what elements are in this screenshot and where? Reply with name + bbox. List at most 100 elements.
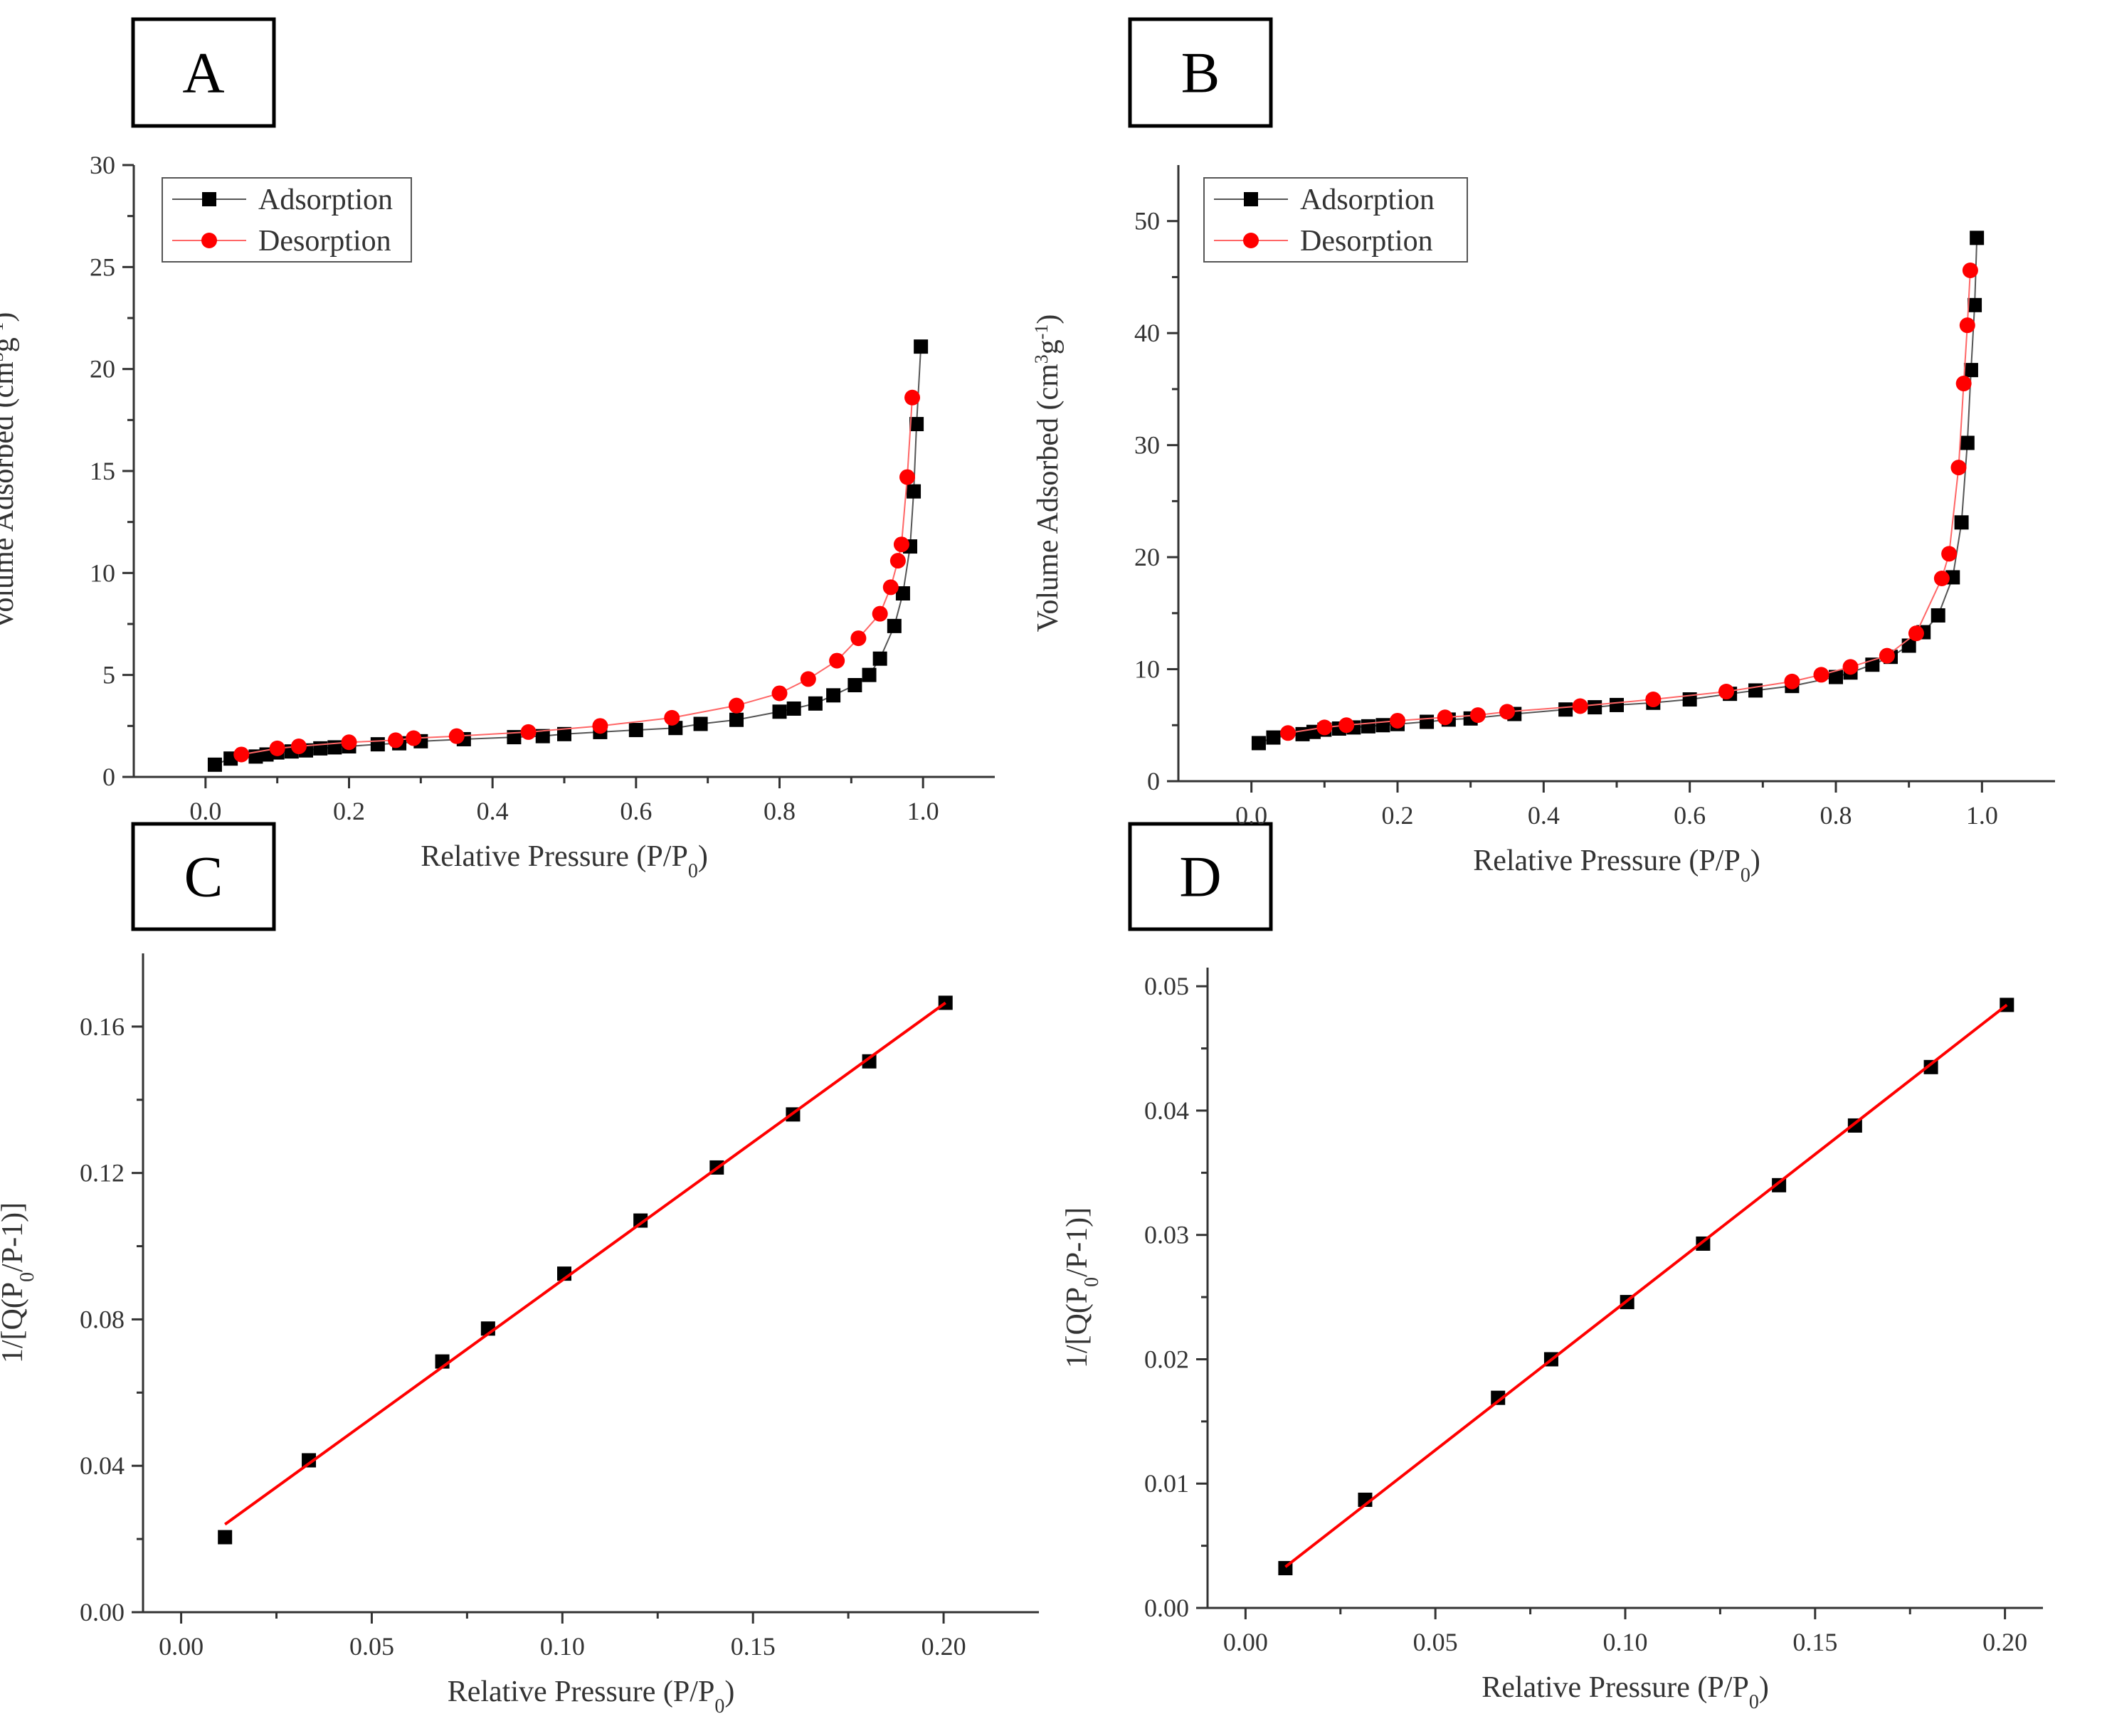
series-desorption [233,389,921,763]
legend-label: Adsorption [1300,184,1435,216]
data-point [1718,684,1734,700]
x-tick-label: 0.15 [1792,1628,1837,1656]
data-point [1420,714,1435,729]
data-point [664,709,680,726]
data-point [1784,673,1800,689]
y-tick-label: 0.01 [1144,1469,1189,1498]
data-point [862,667,877,682]
legend-label: Adsorption [258,184,393,216]
data-point [1491,1390,1506,1405]
legend-marker [201,233,217,248]
x-tick-label: 0.05 [349,1632,394,1661]
data-point [1375,718,1390,733]
y-axis-title: Volume Adsorbed (cm3g-1) [1031,314,1065,633]
data-point [693,716,708,731]
y-tick-label: 10 [1134,655,1160,684]
data-point [1266,730,1281,745]
data-point [1338,717,1355,734]
x-tick-label: 0.4 [477,797,509,825]
fit-line [1284,1003,2008,1568]
x-tick-label: 0.00 [1223,1628,1268,1656]
y-axis-title: 1/[Q(P0/P-1)] [1061,1207,1103,1368]
legend-marker [1244,192,1258,206]
data-point [1572,698,1588,714]
data-point [341,734,357,751]
series-adsorption [207,339,929,772]
data-point [826,688,841,703]
data-point [406,730,422,746]
y-tick-label: 0.05 [1144,972,1189,1000]
legend-label: Desorption [258,225,391,258]
y-tick-label: 5 [102,661,115,689]
y-tick-label: 0.00 [1144,1594,1189,1622]
data-point [786,701,801,716]
data-point [1931,608,1945,623]
y-tick-label: 15 [90,457,115,485]
data-point [800,671,816,687]
data-point [370,737,385,752]
data-point [872,651,887,666]
data-point [899,469,915,485]
x-axis-title: Relative Pressure (P/P0) [448,1676,735,1718]
data-point [1963,363,1978,378]
legend-box [162,177,412,263]
data-point [1499,704,1515,720]
data-point [1941,546,1958,562]
data-point [1879,647,1895,664]
data-point [850,630,867,647]
data-point [233,746,250,763]
panel-label-c: C [131,822,276,931]
series-linear-fit [224,1001,946,1526]
data-point [1954,515,1969,530]
data-point [1960,435,1975,450]
data-point [1950,460,1967,476]
chart-c: 0.00 0.05 0.10 0.15 0.20 0.00 0.04 0.08 0.12 0.16… [0,953,1039,1718]
chart-a: 0.0 0.2 0.4 0.6 0.8 1.0 0 5 10 15 20 25 30 Relative P… [0,151,995,882]
data-point [862,1054,877,1069]
y-axis-title: 1/[Q(P0/P-1)] [0,1202,38,1363]
data-point [887,618,902,633]
x-tick-label: 0.15 [731,1632,776,1661]
y-tick-label: 0 [1147,767,1160,795]
data-point [592,718,608,734]
data-point [904,389,921,406]
data-point [1933,571,1950,587]
data-point [628,723,643,738]
data-point [535,729,550,743]
y-tick-label: 0.00 [80,1598,125,1626]
series-bet-points [218,995,953,1545]
data-point [557,726,571,741]
panel-label-a: A [131,17,276,128]
x-tick-label: 0.20 [921,1632,966,1661]
data-point [1908,625,1924,642]
panel-label-b-text: B [1181,41,1220,105]
y-tick-label: 0.16 [80,1012,125,1041]
series-adsorption [1251,231,1985,751]
data-point [1437,709,1453,726]
data-point [633,1213,648,1228]
y-tick-label: 0 [102,763,115,791]
data-point [302,1453,317,1468]
data-point [207,757,222,772]
legend-marker [1243,233,1259,248]
x-axis-title: Relative Pressure (P/P0) [1482,1671,1769,1713]
data-point [895,586,910,600]
data-point [1645,692,1662,708]
data-point [1772,1177,1787,1192]
data-point [771,685,788,702]
panel-label-b: B [1128,17,1273,128]
x-tick-label: 1.0 [1966,801,1998,830]
x-tick-label: 0.0 [1235,801,1267,830]
data-point [1842,659,1859,675]
data-point [729,712,744,727]
data-point [520,724,537,740]
data-point [907,484,921,499]
y-tick-label: 30 [90,151,115,179]
data-point [290,739,307,754]
series-linear-fit [1284,1003,2008,1568]
data-point [1390,712,1405,729]
legend-label: Desorption [1300,225,1433,258]
x-tick-label: 0.8 [764,797,796,825]
data-point [1251,736,1266,751]
legend: Adsorption Desorption [1203,177,1468,263]
